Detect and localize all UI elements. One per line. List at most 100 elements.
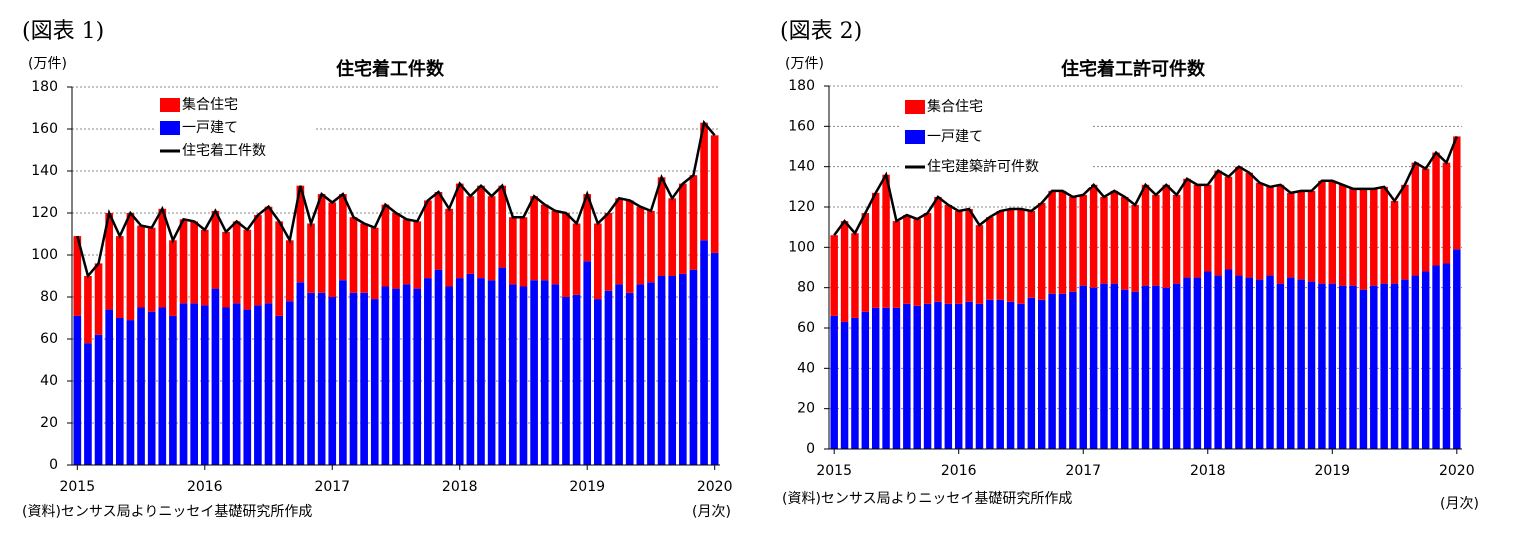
x-tick-label: 2016 [187,479,223,495]
bar-segment [126,213,135,321]
bar-segment [200,305,209,465]
bar-segment [840,221,849,322]
bar-segment [254,215,262,306]
bar-segment [222,231,230,308]
bar-segment [296,282,305,465]
bar-segment [84,276,92,344]
bar-segment [1338,184,1347,286]
x-unit-label: (月次) [692,504,731,520]
bar-segment [1297,190,1305,280]
bar-segment [434,192,443,270]
line-series [76,119,716,279]
bar-segment [1172,283,1181,449]
bar-segment [1370,285,1378,449]
bar-segment [200,229,209,306]
bar-segment [625,200,634,293]
bar-segment [1276,184,1285,284]
bar-segment [710,135,719,253]
bar-segment [1255,279,1264,449]
bar-segment [275,315,283,465]
bar-segment [519,217,528,287]
bar-segment [678,273,687,465]
bar-segment [1121,289,1129,449]
y-tick-label: 20 [797,401,815,417]
x-tick-label: 2018 [442,479,478,495]
legend-label: 住宅建築許可件数 [927,159,1039,175]
bar-segment [158,208,167,308]
bar-segment [934,301,942,449]
bar-segment [360,292,368,465]
legend-label: 一戸建て [182,120,238,136]
bar-segment [317,194,326,293]
legend-label: 住宅着工件数 [182,143,266,159]
bar-segment [1027,211,1036,298]
bar-segment [147,227,156,312]
bar-segment [1214,275,1222,449]
bar-segment [710,252,719,465]
bar-segment [254,305,262,465]
bar-segment [1224,269,1233,449]
bar-segment [1390,200,1399,284]
bar-segment [871,307,880,449]
bar-segment [636,206,645,285]
x-tick-label: 2017 [314,479,350,495]
bar-segment [190,303,198,465]
legend-bg [901,95,1091,187]
bar-segment [1328,283,1337,449]
bar-segment [1214,170,1222,276]
bar-segment [392,288,400,465]
bar-segment [1421,168,1430,272]
bar-segment [934,196,942,302]
bar-segment [126,320,135,465]
bar-segment [1224,176,1233,270]
x-tick-label: 2019 [1314,463,1350,479]
bar-segment [594,223,602,300]
y-tick-label: 0 [49,457,58,473]
bar-segment [604,213,613,291]
bar-segment [1307,190,1316,282]
bar-segment [509,284,517,465]
bar-segment [477,278,485,465]
bar-segment [115,318,124,465]
bar-segment [975,303,984,449]
bar-segment [1380,186,1388,284]
bar-segment [594,299,602,465]
y-tick-label: 100 [788,239,815,255]
bar-segment [1442,162,1451,264]
bar-segment [913,305,921,449]
bar-segment [179,303,188,465]
bar-segment [830,315,838,449]
bar-segment [615,284,623,465]
bar-segment [1245,277,1254,449]
bar-segment [328,202,337,297]
y-tick-label: 40 [797,360,815,376]
bar-segment [94,263,103,335]
bar-segment [700,240,708,465]
bar-segment [1110,283,1119,449]
bar-segment [339,280,347,465]
bar-segment [861,213,870,312]
bar-segment [1048,190,1056,294]
bar-segment [211,288,220,465]
bar-segment [1089,287,1098,449]
bar-segment [392,213,400,289]
bar-segment [944,303,953,449]
source-note: (資料)センサス局よりニッセイ基礎研究所作成 [22,503,312,520]
bar-segment [551,210,560,285]
figure-label: (図表 1) [22,19,104,44]
bar-segment [1411,162,1420,276]
bar-segment [105,309,114,465]
bar-segment [1411,275,1420,449]
bar-segment [1245,172,1254,278]
bar-segment [307,292,315,465]
legend-swatch [905,100,925,114]
bar-segment [700,122,708,241]
bar-segment [455,278,464,465]
bar-segment [243,309,252,465]
bar-segment [1017,303,1025,449]
bar-segment [1152,285,1160,449]
legend-label: 集合住宅 [927,98,983,115]
bar-segment [1370,188,1378,286]
bar-segment [1058,190,1067,294]
bar-segment [147,311,156,465]
